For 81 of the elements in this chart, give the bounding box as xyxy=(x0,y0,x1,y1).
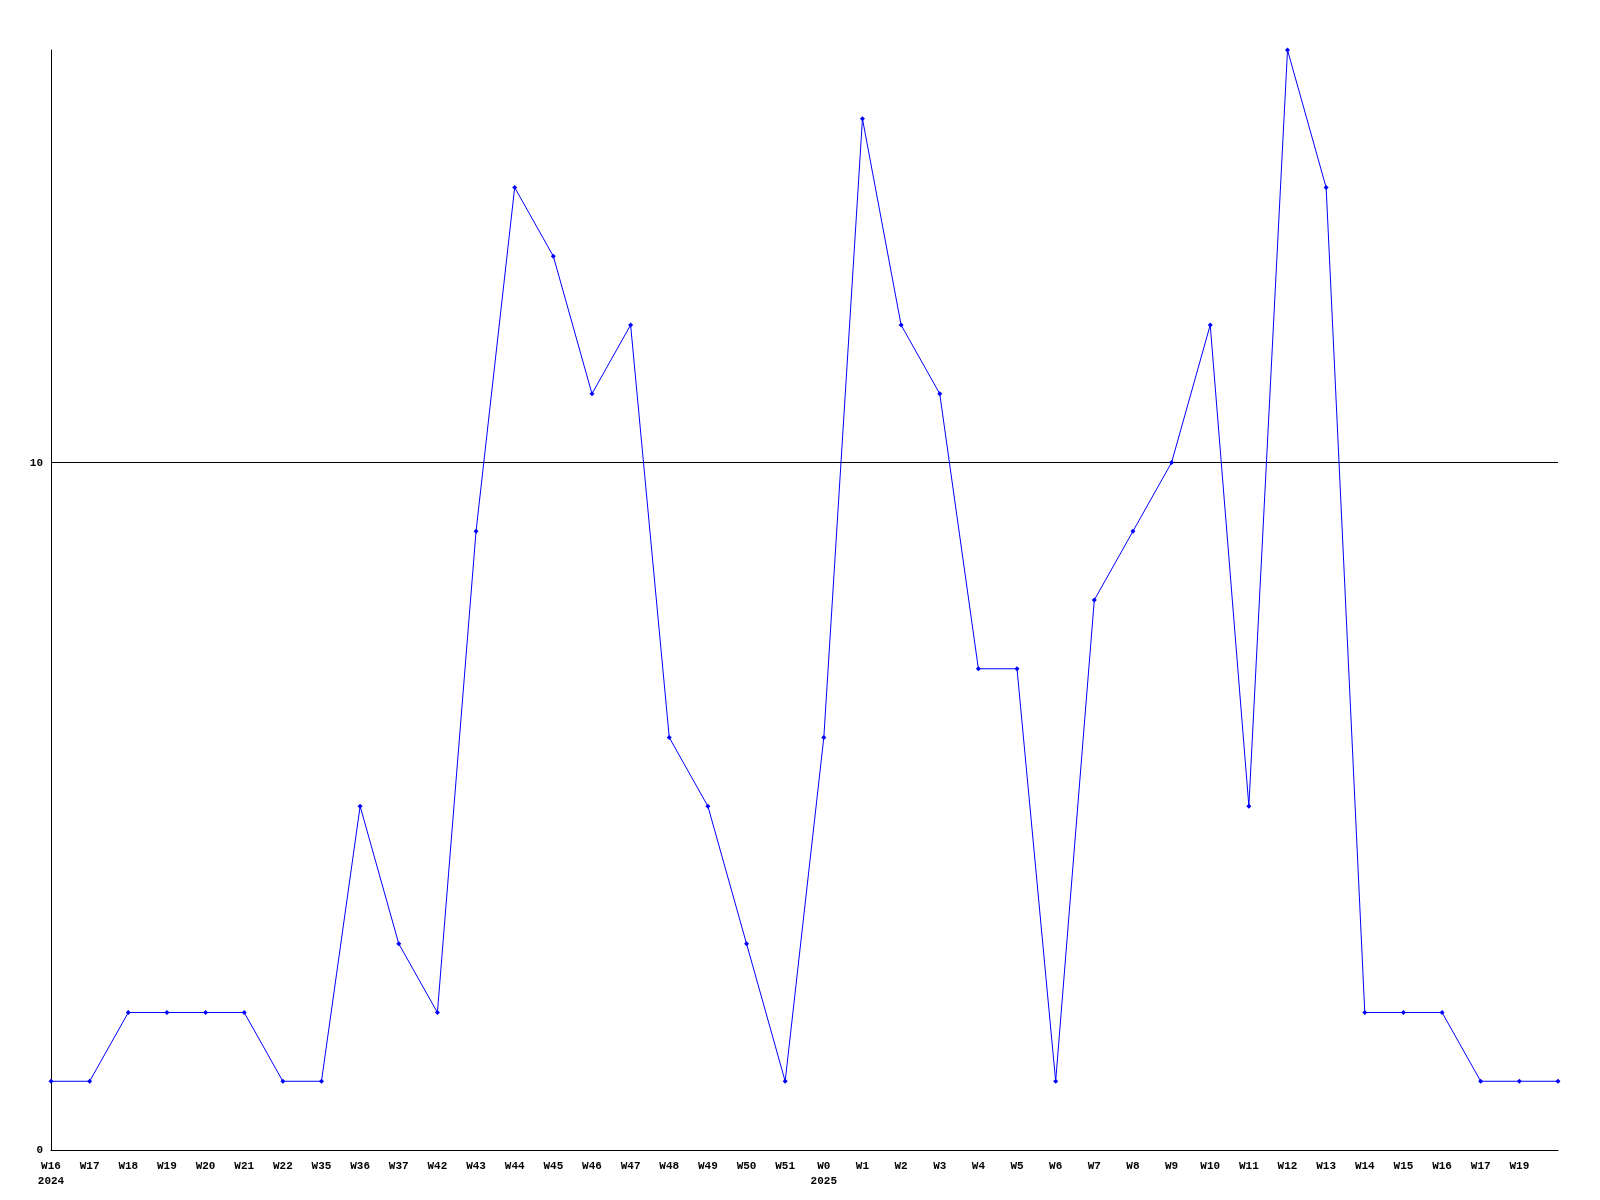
point xyxy=(937,391,943,397)
x-tick-label: W45 xyxy=(543,1159,564,1172)
point xyxy=(280,1078,286,1084)
x-tick-label: W42 xyxy=(427,1159,448,1172)
point xyxy=(1207,322,1213,328)
y-tick-label: 0 xyxy=(36,1144,43,1156)
point xyxy=(1014,666,1020,672)
x-tick-label: W15 xyxy=(1393,1159,1414,1172)
x-tick-label: W0 2025 xyxy=(810,1159,838,1187)
x-tick-label: W20 xyxy=(195,1159,216,1172)
point xyxy=(1516,1078,1522,1084)
point xyxy=(550,253,556,259)
x-tick-label: W17 xyxy=(1470,1159,1491,1172)
point xyxy=(203,1010,209,1015)
x-tick-label: W7 xyxy=(1087,1159,1101,1172)
point xyxy=(628,322,634,328)
x-tick-label: W49 xyxy=(697,1159,718,1172)
point xyxy=(782,1078,788,1084)
x-tick-label: W21 xyxy=(234,1159,255,1172)
x-tick-label: W6 xyxy=(1049,1159,1063,1172)
x-tick-label: W46 xyxy=(582,1159,602,1172)
point xyxy=(87,1078,93,1084)
point xyxy=(1478,1078,1484,1084)
point xyxy=(859,116,865,122)
x-tick-label: W16 xyxy=(1432,1159,1452,1172)
point xyxy=(1439,1010,1445,1015)
point xyxy=(125,1010,131,1015)
x-tick-label: W8 xyxy=(1126,1159,1140,1172)
point xyxy=(164,1010,170,1015)
x-tick-label: W18 xyxy=(118,1159,139,1172)
point xyxy=(473,528,479,534)
x-tick-label: W44 xyxy=(504,1159,525,1172)
x-tick-label: W4 xyxy=(971,1159,986,1172)
point xyxy=(589,391,595,397)
point xyxy=(48,1078,54,1084)
point xyxy=(705,803,711,809)
x-tick-label: W9 xyxy=(1164,1159,1179,1172)
x-tick-label: W12 xyxy=(1277,1159,1298,1172)
point xyxy=(975,666,981,672)
point xyxy=(744,941,750,947)
point xyxy=(666,735,672,740)
point xyxy=(357,803,363,809)
point xyxy=(1091,597,1097,603)
x-tick-label: W10 xyxy=(1200,1159,1221,1172)
x-tick-label: W37 xyxy=(388,1159,409,1172)
x-tick-label: W1 xyxy=(855,1159,870,1172)
x-tick-label: W17 xyxy=(79,1159,100,1172)
point xyxy=(434,1010,440,1015)
point xyxy=(1555,1078,1561,1084)
x-tick-label: W43 xyxy=(466,1159,487,1172)
x-tick-label: W48 xyxy=(659,1159,680,1172)
point xyxy=(1053,1078,1059,1084)
point xyxy=(821,735,827,740)
x-tick-label: W14 xyxy=(1354,1159,1376,1172)
point xyxy=(1285,47,1291,53)
x-tick-label: W19 xyxy=(157,1159,177,1172)
x-tick-label: W19 xyxy=(1509,1159,1530,1172)
point xyxy=(318,1078,324,1084)
x-tick-label: W2 xyxy=(894,1159,908,1172)
point xyxy=(1362,1010,1368,1015)
x-tick-label: W11 xyxy=(1238,1159,1260,1172)
x-tick-label: W36 xyxy=(350,1159,371,1172)
x-tick-label: W51 xyxy=(775,1159,796,1172)
point xyxy=(512,185,518,190)
x-tick-label: W22 xyxy=(272,1159,293,1172)
point xyxy=(1246,803,1252,809)
point xyxy=(898,322,904,328)
x-tick-label: W5 xyxy=(1010,1159,1025,1172)
x-tick-label: W35 xyxy=(311,1159,332,1172)
point xyxy=(1400,1010,1406,1015)
point xyxy=(1130,528,1136,534)
x-tick-label: W3 xyxy=(933,1159,947,1172)
x-tick-label: W50 xyxy=(736,1159,757,1172)
x-tick-label: W47 xyxy=(620,1159,641,1172)
point xyxy=(1323,185,1329,190)
x-tick-label: W13 xyxy=(1316,1159,1337,1172)
x-tick-label: W16 2024 xyxy=(37,1159,65,1187)
point xyxy=(241,1010,247,1015)
y-tick-label: 10 xyxy=(29,456,43,469)
point xyxy=(1169,460,1175,465)
point xyxy=(396,941,402,947)
